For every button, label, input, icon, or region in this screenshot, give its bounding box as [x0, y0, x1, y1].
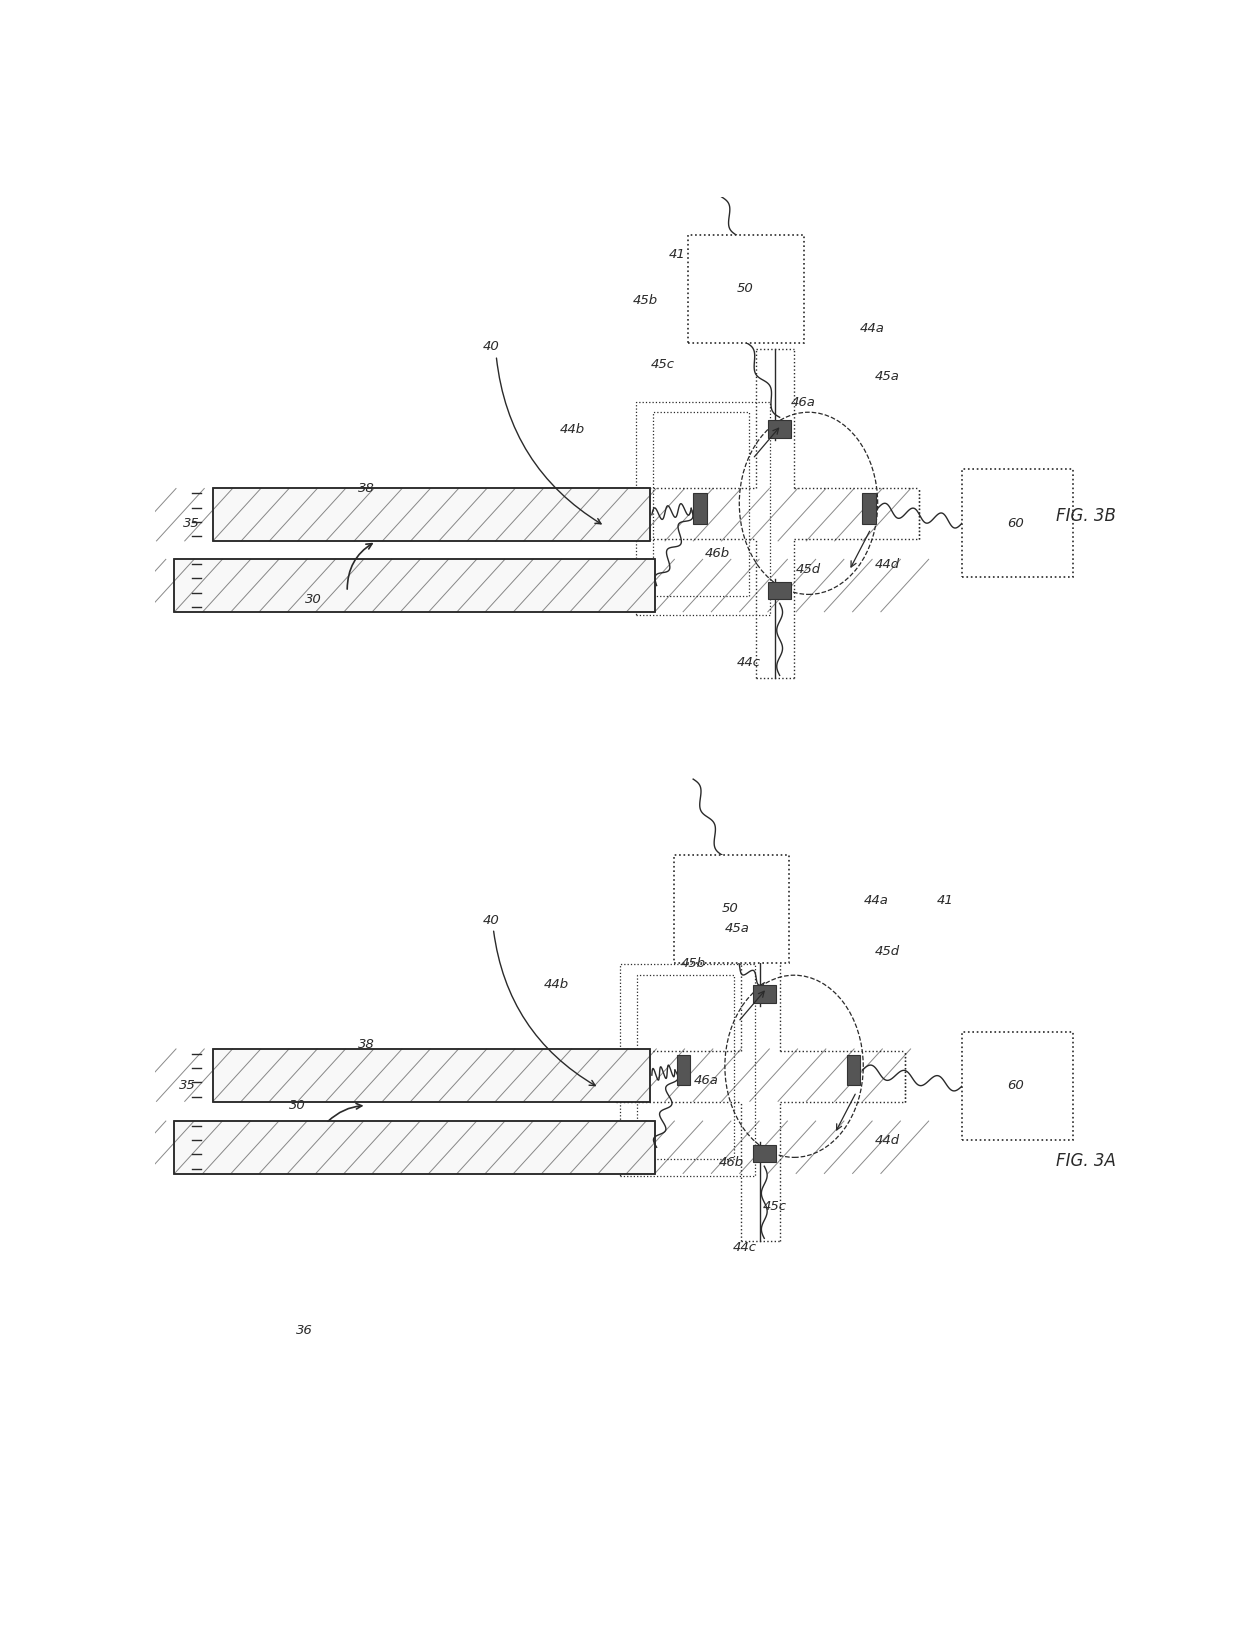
Text: 44d: 44d	[874, 1134, 900, 1147]
Bar	[174, 1121, 655, 1173]
Text: 45a: 45a	[875, 370, 900, 383]
FancyBboxPatch shape	[693, 493, 707, 524]
Text: 50: 50	[722, 902, 738, 915]
Text: 46b: 46b	[704, 547, 730, 560]
Text: 60: 60	[1007, 1079, 1023, 1091]
FancyBboxPatch shape	[677, 1055, 691, 1086]
FancyBboxPatch shape	[962, 1032, 1073, 1140]
Text: 45d: 45d	[796, 562, 821, 575]
Text: 35: 35	[180, 1079, 196, 1091]
Text: 44c: 44c	[737, 656, 761, 669]
Bar	[213, 1048, 650, 1102]
FancyBboxPatch shape	[753, 986, 776, 1002]
Bar	[213, 1048, 650, 1102]
Text: 50: 50	[737, 281, 754, 294]
Text: FIG. 3A: FIG. 3A	[1056, 1152, 1116, 1170]
FancyBboxPatch shape	[962, 470, 1073, 577]
Text: 38: 38	[358, 481, 374, 495]
Text: 44b: 44b	[544, 978, 569, 991]
Bar	[174, 559, 655, 613]
Text: 45b: 45b	[632, 294, 657, 307]
Text: 60: 60	[1007, 518, 1023, 531]
Text: 30: 30	[305, 593, 322, 606]
FancyBboxPatch shape	[768, 582, 791, 600]
FancyBboxPatch shape	[862, 493, 875, 524]
Text: 46b: 46b	[719, 1157, 744, 1168]
Text: 44c: 44c	[733, 1240, 758, 1254]
Text: 45b: 45b	[681, 958, 706, 971]
FancyBboxPatch shape	[675, 854, 789, 963]
Bar	[174, 1121, 655, 1173]
Text: 45c: 45c	[651, 358, 675, 371]
Text: 38: 38	[358, 1038, 374, 1052]
Text: 30: 30	[289, 1099, 305, 1112]
Text: 41: 41	[668, 248, 686, 261]
Text: 44a: 44a	[859, 322, 884, 335]
Bar	[213, 488, 650, 541]
FancyBboxPatch shape	[847, 1055, 861, 1086]
Text: 40: 40	[482, 914, 500, 927]
Text: 45c: 45c	[763, 1201, 787, 1213]
Text: 45a: 45a	[725, 922, 750, 935]
Text: 35: 35	[184, 518, 200, 531]
Text: 46a: 46a	[694, 1075, 719, 1086]
Bar	[213, 488, 650, 541]
Text: 44d: 44d	[874, 557, 900, 570]
FancyBboxPatch shape	[768, 421, 791, 437]
Text: 41: 41	[936, 894, 954, 907]
FancyBboxPatch shape	[753, 1145, 776, 1163]
Text: 40: 40	[482, 340, 500, 353]
Bar	[174, 559, 655, 613]
Text: 44a: 44a	[863, 894, 888, 907]
Text: 45d: 45d	[874, 945, 900, 958]
FancyBboxPatch shape	[688, 235, 804, 343]
Text: FIG. 3B: FIG. 3B	[1056, 508, 1116, 526]
Text: 46a: 46a	[790, 396, 815, 409]
Text: 44b: 44b	[559, 424, 584, 437]
Text: 36: 36	[295, 1324, 312, 1337]
